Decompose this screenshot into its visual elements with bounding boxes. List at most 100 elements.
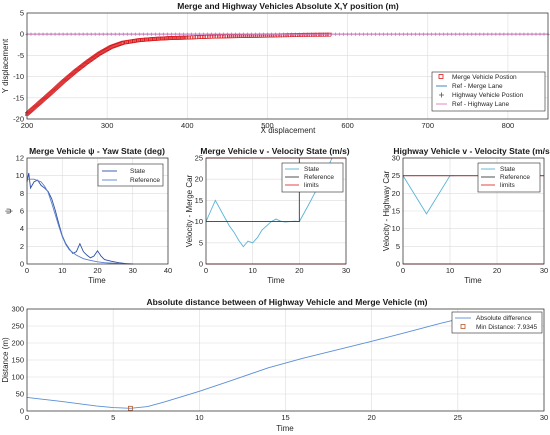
legend: State Reference xyxy=(97,163,164,187)
y-tick-label: 4 xyxy=(20,224,24,233)
series-marker-merge-vehicle-postion xyxy=(235,34,240,39)
legend-entry: State xyxy=(304,166,320,173)
y-tick-label: 100 xyxy=(11,373,24,382)
x-tick-label: 700 xyxy=(422,121,435,130)
y-tick-label: 6 xyxy=(20,207,24,216)
series-marker-merge-vehicle-postion xyxy=(243,34,248,38)
x-tick-label: 20 xyxy=(295,266,303,275)
legend-entry: Min Distance: 7.9345 xyxy=(476,324,537,331)
x-tick-label: 5 xyxy=(111,413,115,422)
y-tick-label: 0 xyxy=(199,260,203,269)
legend: State Reference limits xyxy=(477,162,541,193)
series-marker-merge-vehicle-postion xyxy=(325,32,329,37)
panel-yaw-state: Merge Vehicle ψ - Yaw State (deg) 0 10 20 3… xyxy=(4,146,172,285)
x-tick-label: 10 xyxy=(195,413,203,422)
legend-entry: Reference xyxy=(130,177,160,184)
series-marker-merge-vehicle-postion xyxy=(306,32,311,37)
x-axis-label: Time xyxy=(276,424,294,433)
x-tick-label: 500 xyxy=(261,121,274,130)
series-marker-merge-vehicle-postion xyxy=(317,32,322,37)
x-tick-label: 400 xyxy=(181,121,194,130)
series-marker-merge-vehicle-postion xyxy=(239,34,244,38)
axes-box xyxy=(26,308,545,412)
series-marker-merge-vehicle-postion xyxy=(320,32,325,37)
series-line-state xyxy=(26,172,133,265)
x-axis-label: Time xyxy=(267,276,285,285)
legend-entry: Highway Vehicle Postion xyxy=(452,92,524,99)
y-tick-label: -5 xyxy=(17,51,24,60)
panel-merge-velocity: Merge Vehicle v - Velocity State (m/s) 0… xyxy=(185,146,350,285)
series-marker-merge-vehicle-postion xyxy=(255,33,260,38)
y-tick-label: 0 xyxy=(20,407,24,416)
x-tick-label: 40 xyxy=(164,266,172,275)
x-tick-label: 10 xyxy=(446,266,454,275)
panel-distance: Absolute distance between of Highway Veh… xyxy=(1,297,548,433)
legend: Merge Vehicle Postion Ref - Merge Lane H… xyxy=(431,71,546,112)
y-tick-label: 0 xyxy=(396,260,400,269)
y-tick-label: 250 xyxy=(11,322,24,331)
x-tick-label: 20 xyxy=(93,266,101,275)
x-axis-label: Time xyxy=(464,276,482,285)
series-marker-merge-vehicle-postion xyxy=(289,33,294,38)
y-tick-label: 8 xyxy=(20,189,24,198)
legend-entry: Ref - Highway Lane xyxy=(452,101,509,108)
y-tick-label: -15 xyxy=(13,93,24,102)
y-tick-label: 2 xyxy=(20,242,24,251)
series-marker-merge-vehicle-postion xyxy=(294,33,299,37)
y-tick-label: 10 xyxy=(392,224,400,233)
min-distance-marker xyxy=(127,405,133,411)
y-tick-label: 0 xyxy=(20,30,24,39)
chart-title: Merge Vehicle v - Velocity State (m/s) xyxy=(200,146,349,156)
x-tick-label: 10 xyxy=(248,266,256,275)
x-tick-label: 200 xyxy=(21,121,34,130)
series-marker-merge-vehicle-postion xyxy=(231,34,236,39)
legend-entry: Ref - Merge Lane xyxy=(452,83,503,90)
series-marker-merge-vehicle-postion xyxy=(227,34,232,39)
legend: Absolute difference Min Distance: 7.9345 xyxy=(451,311,543,334)
chart-title: Highway Vehicle v - Velocity State (m/s) xyxy=(393,146,550,156)
axes-box xyxy=(402,157,545,265)
y-tick-label: 20 xyxy=(392,189,400,198)
series-marker-merge-vehicle-postion xyxy=(287,33,292,38)
legend-entry: State xyxy=(130,168,146,175)
y-tick-label: 15 xyxy=(195,196,203,205)
y-axis-label: Distance (m) xyxy=(1,337,10,383)
y-axis-label: ψ xyxy=(4,208,13,214)
legend-entry: limits xyxy=(500,182,516,189)
x-tick-label: 30 xyxy=(129,266,137,275)
y-tick-label: -20 xyxy=(13,115,24,124)
y-tick-label: 5 xyxy=(20,9,24,18)
y-tick-label: 25 xyxy=(392,171,400,180)
legend-entry: Merge Vehicle Postion xyxy=(452,74,517,81)
y-tick-label: 200 xyxy=(11,339,24,348)
series-marker-merge-vehicle-postion xyxy=(303,32,308,37)
legend-entry: Reference xyxy=(500,174,530,181)
y-tick-label: 10 xyxy=(16,171,24,180)
panel-highway-velocity: Highway Vehicle v - Velocity State (m/s)… xyxy=(382,146,550,285)
series-line-reference xyxy=(27,178,133,265)
y-tick-label: 30 xyxy=(392,154,400,163)
series-marker-merge-vehicle-postion xyxy=(308,32,313,37)
series-marker-merge-vehicle-postion xyxy=(285,33,290,38)
series-marker-merge-vehicle-postion xyxy=(296,33,301,37)
legend-marker-plus xyxy=(439,92,444,98)
legend-marker-square xyxy=(460,324,466,329)
series-marker-merge-vehicle-postion xyxy=(315,32,320,37)
y-tick-label: 10 xyxy=(195,217,203,226)
series-marker-merge-vehicle-postion xyxy=(120,41,125,45)
legend-entry: limits xyxy=(304,182,320,189)
x-tick-label: 15 xyxy=(281,413,289,422)
axes-box xyxy=(26,12,549,120)
chart-title: Merge Vehicle ψ - Yaw State (deg) xyxy=(29,146,165,156)
legend-entry: Reference xyxy=(304,174,334,181)
y-tick-label: 300 xyxy=(11,305,24,314)
y-tick-label: 50 xyxy=(16,390,24,399)
y-tick-label: 5 xyxy=(199,238,203,247)
legend: State Reference limits xyxy=(281,162,344,193)
axes-box xyxy=(26,157,169,265)
series-marker-merge-vehicle-postion xyxy=(322,32,327,37)
y-tick-label: 150 xyxy=(11,356,24,365)
y-tick-label: 15 xyxy=(392,207,400,216)
series-marker-merge-vehicle-postion xyxy=(310,32,315,37)
